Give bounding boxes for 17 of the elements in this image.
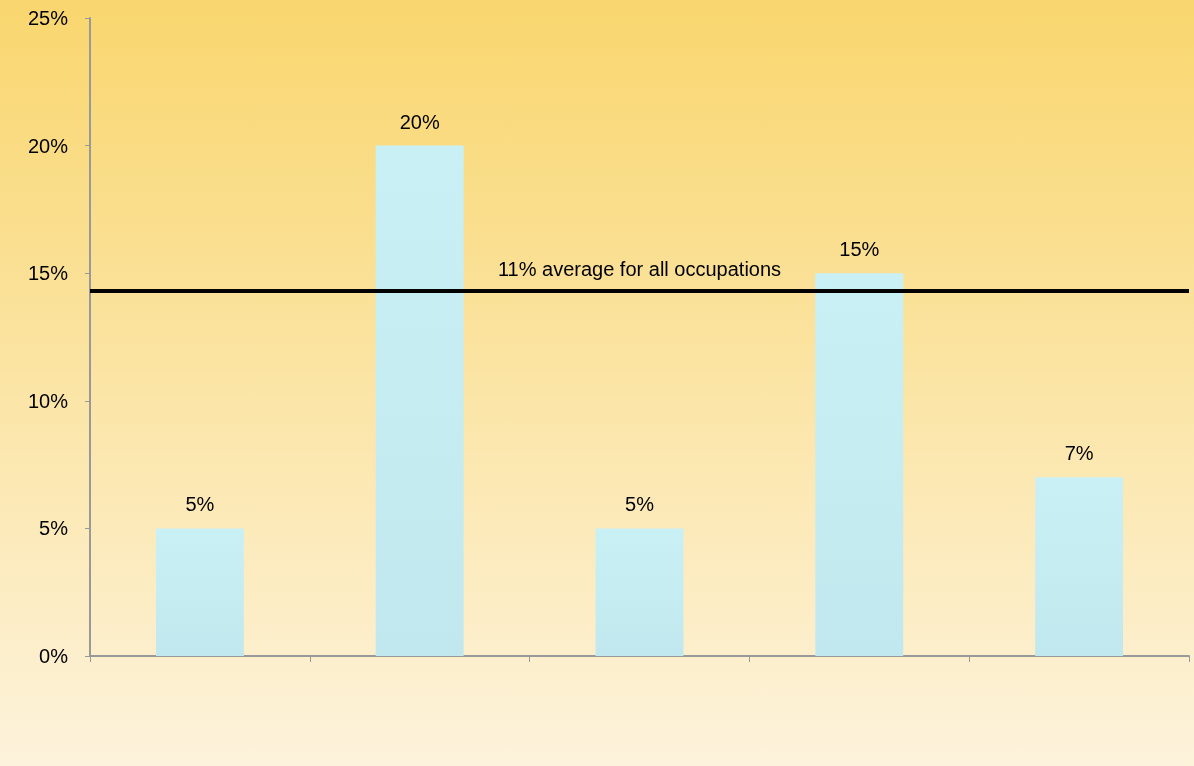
bar — [375, 145, 464, 656]
y-tick-label: 5% — [39, 517, 69, 540]
bar — [155, 528, 244, 656]
y-tick-label: 10% — [27, 389, 69, 412]
y-tick-label: 25% — [27, 7, 69, 29]
data-label: 7% — [1064, 442, 1094, 465]
y-tick-label: 20% — [27, 134, 69, 157]
bar — [1035, 477, 1124, 656]
bar — [815, 273, 904, 656]
bar — [595, 528, 684, 656]
data-label: 20% — [399, 110, 440, 133]
data-label: 15% — [839, 238, 880, 261]
data-label: 5% — [185, 493, 215, 516]
ref-line-label: 11% average for all occupations — [497, 258, 782, 281]
data-label: 5% — [625, 493, 655, 516]
y-tick-label: 15% — [27, 262, 69, 285]
y-tick-label: 0% — [39, 645, 69, 667]
